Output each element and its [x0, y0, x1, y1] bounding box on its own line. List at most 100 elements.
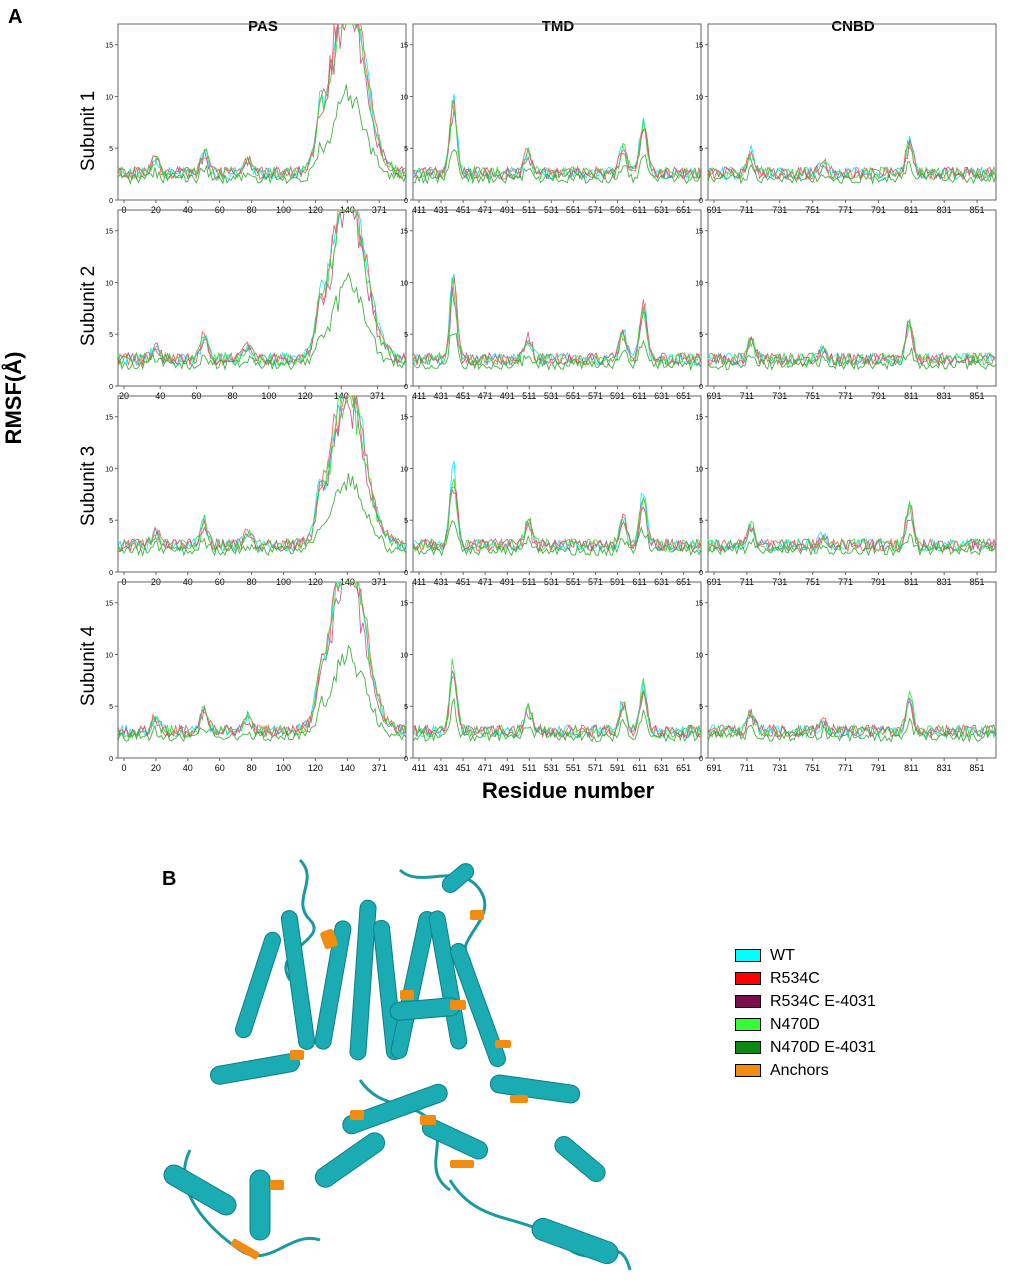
- series-line: [412, 669, 702, 739]
- series-line: [707, 533, 997, 557]
- column-title-cnbd: CNBD: [831, 18, 875, 35]
- legend-label: N470D: [770, 1015, 820, 1033]
- y-tick-label: 10: [400, 280, 408, 287]
- y-tick-label: 5: [109, 146, 113, 153]
- x-tick-label: 80: [247, 763, 257, 773]
- series-line: [707, 161, 997, 186]
- legend-swatch: [735, 1064, 761, 1077]
- x-tick-label: 831: [937, 763, 952, 773]
- x-tick-label: 691: [706, 763, 721, 773]
- legend-item: Anchors: [735, 1059, 876, 1082]
- y-tick-label: 15: [400, 601, 408, 608]
- y-tick-label: 10: [695, 652, 703, 659]
- plot-frame: [707, 23, 997, 201]
- series-line: [412, 519, 702, 557]
- y-tick-label: 5: [404, 704, 408, 711]
- column-title-pas: PAS: [248, 18, 278, 35]
- series-line: [707, 701, 997, 739]
- series-line: [707, 697, 997, 739]
- y-tick-label: 15: [695, 415, 703, 422]
- y-tick-label: 0: [404, 570, 408, 577]
- plot-frame: [117, 23, 407, 201]
- y-tick-label: 5: [109, 704, 113, 711]
- x-tick-label: 431: [434, 763, 449, 773]
- x-tick-label: 851: [970, 763, 985, 773]
- y-tick-label: 5: [404, 332, 408, 339]
- y-tick-label: 10: [695, 466, 703, 473]
- series-line: [117, 209, 407, 367]
- y-tick-label: 10: [400, 94, 408, 101]
- legend-swatch: [735, 995, 761, 1008]
- series-line: [117, 208, 407, 367]
- y-tick-label: 5: [404, 518, 408, 525]
- series-line: [412, 100, 702, 180]
- series-line: [707, 717, 997, 743]
- y-tick-label: 0: [109, 570, 113, 577]
- series-line: [707, 319, 997, 367]
- y-tick-label: 10: [105, 94, 113, 101]
- series-line: [707, 139, 997, 181]
- y-tick-label: 0: [404, 384, 408, 391]
- series-line: [117, 84, 407, 185]
- x-tick-label: 411: [412, 763, 426, 773]
- series-line: [707, 519, 997, 552]
- legend-label: Anchors: [770, 1061, 829, 1079]
- y-tick-label: 15: [105, 229, 113, 236]
- legend-swatch: [735, 1041, 761, 1054]
- legend-item: N470D E-4031: [735, 1036, 876, 1059]
- y-tick-label: 0: [699, 384, 703, 391]
- y-tick-label: 0: [699, 756, 703, 763]
- series-line: [117, 23, 407, 181]
- x-tick-label: 631: [654, 763, 669, 773]
- series-line: [707, 319, 997, 367]
- y-tick-label: 15: [400, 415, 408, 422]
- legend-label: N470D E-4031: [770, 1038, 876, 1056]
- y-tick-label: 0: [699, 198, 703, 205]
- x-tick-label: 60: [215, 763, 225, 773]
- y-tick-label: 15: [695, 229, 703, 236]
- panel-b-label: B: [162, 868, 177, 890]
- x-tick-label: 531: [544, 763, 559, 773]
- series-line: [117, 581, 407, 738]
- series-line: [117, 394, 407, 553]
- legend-item: R534C E-4031: [735, 990, 876, 1013]
- plot-frame: [412, 395, 702, 573]
- legend-swatch: [735, 1018, 761, 1031]
- plot-frame: [117, 581, 407, 759]
- x-tick-label: 811: [904, 763, 918, 773]
- series-line: [117, 271, 407, 371]
- series-line: [707, 140, 997, 181]
- protein-structure-image: [163, 858, 632, 1271]
- series-line: [117, 473, 407, 557]
- x-tick-label: 20: [151, 763, 161, 773]
- y-tick-label: 15: [105, 601, 113, 608]
- series-line: [707, 500, 997, 553]
- plot-frame: [707, 209, 997, 387]
- series-line: [117, 209, 407, 367]
- plot-frame: [117, 395, 407, 573]
- y-tick-label: 15: [400, 229, 408, 236]
- y-tick-label: 0: [699, 570, 703, 577]
- legend-swatch: [735, 972, 761, 985]
- series-line: [117, 644, 407, 743]
- y-tick-label: 0: [109, 198, 113, 205]
- y-tick-label: 5: [109, 332, 113, 339]
- series-line: [707, 697, 997, 739]
- y-tick-label: 5: [699, 146, 703, 153]
- series-line: [117, 395, 407, 552]
- legend-item: WT: [735, 944, 876, 967]
- y-tick-label: 10: [105, 652, 113, 659]
- plot-frame: [707, 395, 997, 573]
- y-tick-label: 15: [400, 43, 408, 50]
- series-line: [412, 149, 702, 185]
- x-tick-label: 471: [478, 763, 493, 773]
